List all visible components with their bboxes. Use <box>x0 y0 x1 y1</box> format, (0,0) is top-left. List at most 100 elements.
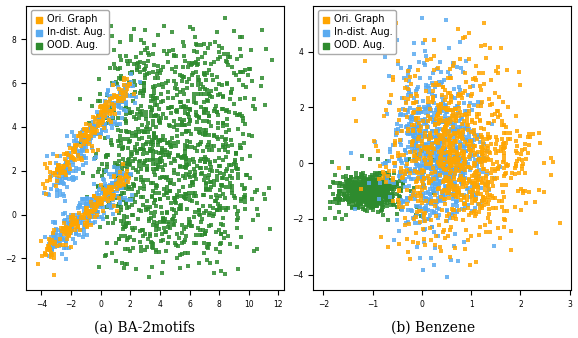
Point <box>426 166 435 172</box>
Point <box>369 193 379 198</box>
Point <box>368 193 377 198</box>
Point <box>347 191 357 197</box>
Point <box>467 173 476 178</box>
Point <box>381 197 390 202</box>
Point <box>71 215 80 221</box>
Point <box>50 255 59 260</box>
Point <box>224 162 234 167</box>
Point <box>357 192 366 198</box>
Point <box>96 118 105 124</box>
Point <box>347 183 356 189</box>
Point <box>401 100 410 105</box>
Point <box>412 162 421 167</box>
Point <box>120 181 129 186</box>
Point <box>64 150 73 155</box>
Point <box>113 100 123 105</box>
Point <box>352 195 361 200</box>
Point <box>173 152 182 158</box>
Point <box>179 173 188 179</box>
Point <box>453 156 462 161</box>
Point <box>140 47 149 52</box>
Point <box>384 172 394 177</box>
Point <box>172 192 181 198</box>
Point <box>95 98 105 103</box>
Point <box>453 165 462 170</box>
Point <box>525 189 534 194</box>
Point <box>361 173 370 179</box>
Point <box>361 186 370 191</box>
Point <box>478 198 487 204</box>
Point <box>139 179 148 185</box>
Point <box>364 194 373 199</box>
Point <box>367 204 376 210</box>
Point <box>112 81 121 87</box>
Point <box>420 134 429 139</box>
Point <box>164 140 173 146</box>
Point <box>94 117 103 122</box>
Point <box>476 132 486 138</box>
Point <box>364 191 373 196</box>
Point <box>379 193 388 199</box>
Point <box>83 133 92 139</box>
Point <box>425 85 434 91</box>
Point <box>506 247 516 253</box>
Point <box>460 134 469 140</box>
Point <box>383 170 392 175</box>
Point <box>156 137 165 142</box>
Point <box>425 116 434 121</box>
Point <box>370 196 379 202</box>
Point <box>467 107 476 113</box>
Point <box>379 193 388 198</box>
Point <box>343 185 352 191</box>
Point <box>120 160 129 166</box>
Point <box>58 211 68 216</box>
Point <box>387 180 397 185</box>
Point <box>455 145 465 151</box>
Point <box>85 124 94 130</box>
Point <box>354 189 363 194</box>
Point <box>229 193 239 199</box>
Point <box>446 132 455 138</box>
Point <box>361 195 370 201</box>
Point <box>158 260 168 265</box>
Point <box>93 123 102 129</box>
Point <box>131 167 140 172</box>
Point <box>416 206 425 211</box>
Point <box>443 149 453 155</box>
Point <box>462 139 471 144</box>
Point <box>236 235 246 240</box>
Point <box>349 195 358 201</box>
Point <box>366 187 375 192</box>
Point <box>47 238 57 243</box>
Point <box>201 128 210 133</box>
Point <box>135 129 144 135</box>
Point <box>413 137 423 142</box>
Point <box>151 161 160 167</box>
Point <box>139 84 148 90</box>
Point <box>409 191 418 196</box>
Point <box>423 99 432 105</box>
Point <box>45 169 54 174</box>
Point <box>535 140 544 146</box>
Point <box>141 64 150 69</box>
Point <box>464 135 473 140</box>
Point <box>440 128 450 134</box>
Point <box>431 164 440 169</box>
Point <box>339 192 349 198</box>
Point <box>412 244 421 249</box>
Point <box>121 93 130 99</box>
Point <box>159 217 168 222</box>
Point <box>446 183 455 188</box>
Point <box>502 131 511 136</box>
Point <box>208 72 217 78</box>
Point <box>448 127 457 132</box>
Point <box>388 184 398 189</box>
Point <box>205 179 214 185</box>
Point <box>212 246 221 251</box>
Point <box>116 54 125 59</box>
Point <box>217 241 226 246</box>
Point <box>365 197 375 202</box>
Point <box>452 208 461 213</box>
Point <box>65 221 74 227</box>
Point <box>117 190 127 196</box>
